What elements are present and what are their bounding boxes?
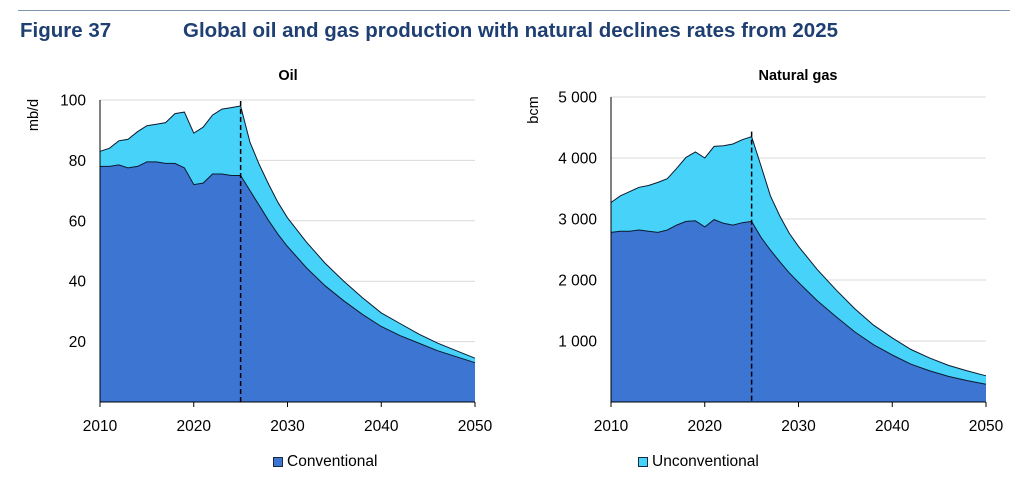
gas-ytick-label: 5 000 xyxy=(558,90,597,107)
oil-xtick-label: 2040 xyxy=(364,418,399,435)
legend-item-conventional: Conventional xyxy=(273,453,377,471)
gas-chart: 1 000 2 000 3 000 4 000 5 000 2010 2020 2030 204… xyxy=(526,68,1004,435)
legend-swatch-conventional xyxy=(273,457,283,467)
oil-ytick-label: 60 xyxy=(69,213,87,230)
gas-xtick-label: 2040 xyxy=(875,418,910,435)
gas-xtick-label: 2050 xyxy=(969,418,1004,435)
oil-ytick-label: 80 xyxy=(69,153,87,170)
oil-xtick-label: 2020 xyxy=(177,418,212,435)
gas-ytick-label: 4 000 xyxy=(558,151,597,168)
gas-ytick-label: 2 000 xyxy=(558,273,597,290)
legend-item-unconventional: Unconventional xyxy=(638,453,759,471)
gas-ytick-label: 1 000 xyxy=(558,334,597,351)
gas-area-conventional xyxy=(611,219,986,402)
oil-y-axis-label: mb/d xyxy=(26,99,42,131)
oil-ytick-label: 40 xyxy=(69,274,87,291)
legend-label-unconventional: Unconventional xyxy=(652,453,759,470)
gas-xtick-label: 2020 xyxy=(688,418,723,435)
oil-chart-title: Oil xyxy=(278,68,297,84)
oil-ytick-label: 20 xyxy=(69,334,87,351)
oil-area-unconventional xyxy=(100,106,475,363)
gas-chart-title: Natural gas xyxy=(759,68,838,84)
oil-ytick-label: 100 xyxy=(60,93,86,110)
legend-label-conventional: Conventional xyxy=(287,453,378,470)
gas-area-unconventional xyxy=(611,136,986,385)
legend-swatch-unconventional xyxy=(638,457,648,467)
gas-ytick-label: 3 000 xyxy=(558,212,597,229)
figure-number: Figure 37 xyxy=(20,19,112,42)
gas-xtick-label: 2030 xyxy=(781,418,816,435)
gas-y-axis-label: bcm xyxy=(526,96,542,123)
oil-xtick-label: 2030 xyxy=(270,418,305,435)
gas-xtick-label: 2010 xyxy=(594,418,629,435)
title-rule xyxy=(18,10,1010,11)
oil-xtick-label: 2010 xyxy=(83,418,118,435)
figure-title: Global oil and gas production with natur… xyxy=(183,19,838,42)
oil-area-conventional xyxy=(100,161,475,402)
oil-xtick-label: 2050 xyxy=(458,418,493,435)
